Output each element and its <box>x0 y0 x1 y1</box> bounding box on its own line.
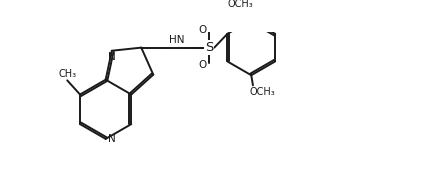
Text: CH₃: CH₃ <box>58 69 76 79</box>
Text: N: N <box>108 52 116 62</box>
Text: OCH₃: OCH₃ <box>249 87 275 97</box>
Text: O: O <box>198 25 206 35</box>
Text: N: N <box>108 134 116 144</box>
Text: O: O <box>198 60 206 70</box>
Text: OCH₃: OCH₃ <box>227 0 253 9</box>
Text: HN: HN <box>169 35 184 45</box>
Text: S: S <box>205 41 213 54</box>
